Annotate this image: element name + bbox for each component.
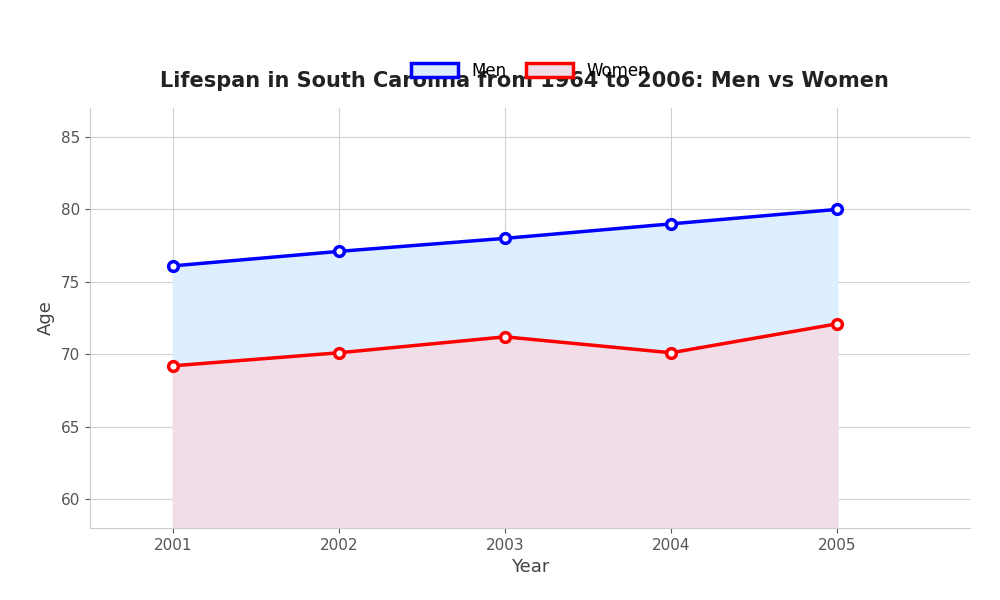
Text: Lifespan in South Carolina from 1964 to 2006: Men vs Women: Lifespan in South Carolina from 1964 to … [160, 71, 889, 91]
X-axis label: Year: Year [511, 558, 549, 576]
Legend: Men, Women: Men, Women [411, 62, 649, 80]
Y-axis label: Age: Age [37, 301, 55, 335]
